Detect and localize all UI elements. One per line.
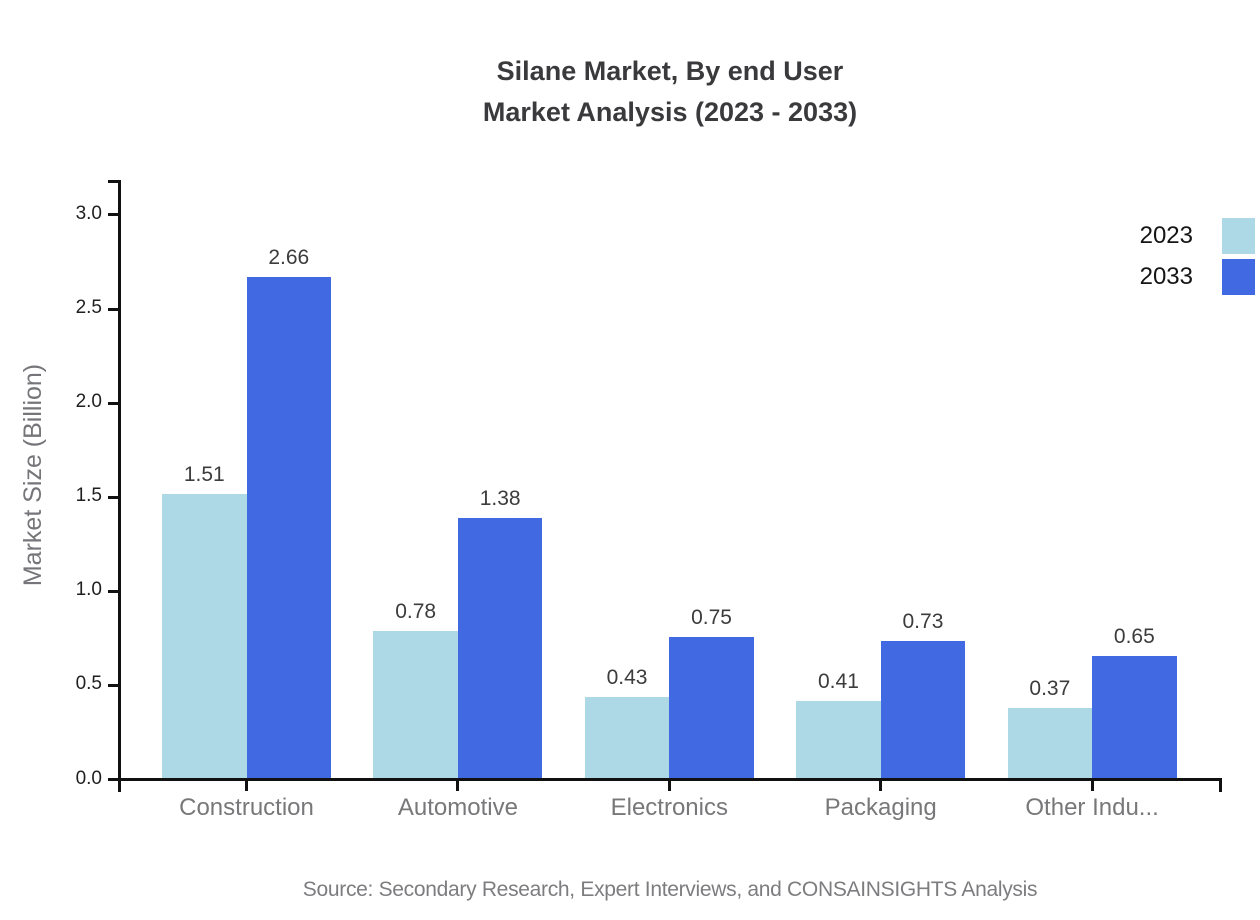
x-tick-label: Other Indu...: [1025, 794, 1159, 821]
y-tick: [108, 589, 118, 593]
x-axis-end-cap: [1219, 778, 1222, 792]
chart-title-line1: Silane Market, By end User: [496, 56, 844, 86]
x-tick-label: Construction: [179, 794, 314, 821]
bar-value-label: 2.66: [268, 246, 310, 270]
y-axis-line: [118, 180, 121, 792]
legend: 2023 2033: [1140, 218, 1255, 300]
bar-2023-1: [373, 631, 458, 778]
y-tick: [108, 683, 118, 687]
bar-value-label: 1.51: [183, 462, 225, 486]
bar-2033-3: [880, 640, 966, 778]
y-tick: [108, 213, 118, 217]
x-tick-label: Packaging: [824, 794, 937, 821]
bar-2023-3: [796, 700, 881, 778]
bar-value-label: 0.37: [1029, 677, 1071, 701]
y-tick-label: 1.0: [75, 579, 102, 601]
x-tick: [456, 781, 460, 791]
source-note: Source: Secondary Research, Expert Inter…: [302, 878, 1038, 901]
bar-value-label: 0.65: [1113, 624, 1155, 648]
bar-value-label: 0.43: [606, 666, 648, 690]
y-tick-label: 0.0: [75, 767, 102, 789]
bar-value-label: 1.38: [479, 487, 521, 511]
x-axis-line: [118, 778, 1222, 781]
bar-2023-0: [162, 493, 247, 778]
x-tick: [1090, 781, 1094, 791]
legend-label: 2023: [1139, 222, 1193, 249]
bar-2033-4: [1092, 655, 1177, 778]
bar-value-label: 0.78: [395, 600, 437, 624]
y-tick-label: 0.5: [75, 673, 102, 695]
x-tick: [879, 781, 883, 791]
bar-value-label: 0.41: [818, 669, 859, 693]
x-tick: [245, 781, 248, 791]
legend-swatch-icon: [1222, 218, 1255, 254]
legend-row-2033: 2033: [1140, 259, 1255, 295]
bar-value-label: 0.73: [902, 609, 944, 633]
bar-2023-2: [584, 697, 670, 778]
bar-2033-2: [669, 636, 754, 778]
legend-row-2023: 2023: [1140, 218, 1255, 254]
x-tick: [667, 781, 671, 791]
y-tick-label: 1.5: [75, 485, 102, 507]
y-tick-label: 2.0: [75, 391, 102, 413]
y-tick-label: 3.0: [75, 202, 102, 224]
bar-value-label: 0.75: [691, 605, 732, 629]
chart-title: Silane Market, By end User Market Analys…: [118, 51, 1222, 133]
bar-2033-1: [457, 518, 543, 778]
x-tick-label: Electronics: [610, 794, 728, 821]
y-tick: [108, 778, 118, 781]
chart-title-line2: Market Analysis (2023 - 2033): [482, 97, 858, 127]
bar-2023-4: [1007, 708, 1093, 778]
legend-label: 2033: [1139, 263, 1193, 290]
legend-swatch-icon: [1222, 259, 1255, 295]
y-axis-end-cap: [108, 180, 118, 183]
x-tick-label: Automotive: [397, 794, 518, 821]
y-tick: [108, 495, 118, 499]
y-tick: [108, 307, 118, 311]
y-tick-label: 2.5: [75, 297, 102, 318]
bar-2033-0: [246, 277, 331, 778]
y-tick: [108, 401, 118, 405]
